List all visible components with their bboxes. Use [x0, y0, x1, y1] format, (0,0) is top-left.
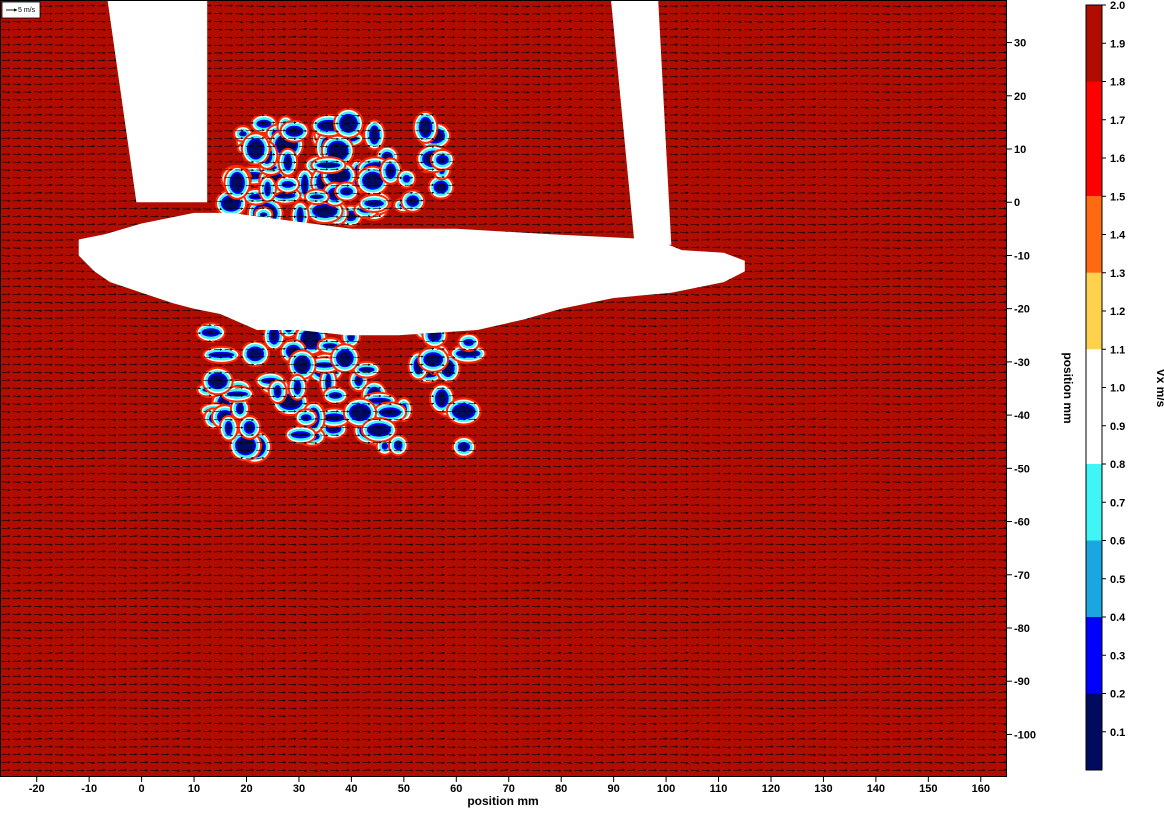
wake-blob	[237, 437, 255, 454]
contour-plot-area	[0, 0, 1007, 777]
wake-blob	[318, 163, 339, 167]
wake-blob	[387, 165, 395, 177]
wake-blob	[241, 132, 245, 136]
wake-blob	[324, 344, 336, 348]
wake-blob	[287, 127, 302, 135]
wake-blob	[226, 422, 231, 434]
wake-blob	[366, 201, 382, 205]
wake-blob	[371, 127, 378, 143]
wake-blob	[261, 213, 266, 217]
wake-blob	[237, 404, 242, 413]
wake-blob	[270, 329, 278, 343]
wake-blob	[209, 374, 226, 388]
wake-blob	[395, 442, 401, 449]
wake-blob	[342, 189, 352, 194]
wake-blob	[276, 194, 294, 198]
wake-blob	[210, 353, 233, 357]
wake-blob	[360, 368, 373, 372]
wake-blob	[425, 354, 442, 365]
wake-blob	[356, 377, 361, 385]
wake-blob	[381, 409, 400, 416]
wake-blob	[314, 205, 336, 216]
wake-blob	[435, 182, 447, 192]
wake-blob	[338, 351, 352, 366]
wake-blob	[420, 118, 431, 136]
wake-blob	[457, 351, 479, 356]
wake-blob	[383, 444, 387, 448]
wake-blob	[350, 405, 370, 420]
wake-blob	[368, 425, 390, 435]
wake-blob	[298, 208, 302, 223]
wake-blob	[311, 195, 322, 199]
wake-blob	[258, 121, 270, 126]
wake-blob	[459, 443, 469, 450]
wake-blob	[295, 381, 300, 393]
wake-blob	[248, 140, 263, 158]
wake-blob	[231, 173, 243, 192]
wake-blob	[248, 348, 263, 360]
wake-blob	[203, 330, 219, 335]
wake-blob	[228, 392, 246, 396]
